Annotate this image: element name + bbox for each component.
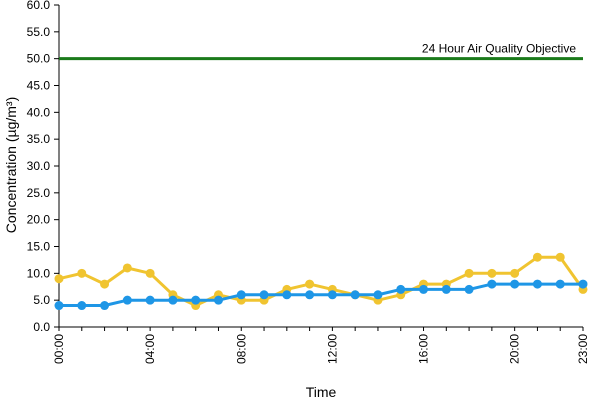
series-group [54, 252, 588, 311]
series-2-point [213, 295, 223, 305]
x-tick-label: 12:00 [325, 334, 339, 364]
y-tick-label: 0.0 [33, 320, 50, 334]
series-2-point [259, 290, 269, 300]
y-tick-label: 50.0 [27, 52, 51, 66]
x-tick-label: 16:00 [417, 334, 431, 364]
series-2-point [487, 279, 497, 289]
series-2-point [168, 295, 178, 305]
series-2-point [145, 295, 155, 305]
series-2-point [100, 301, 110, 311]
x-tick-label: 00:00 [52, 334, 66, 364]
series-1-point [487, 268, 497, 278]
y-tick-label: 10.0 [27, 266, 51, 280]
series-2-point [282, 290, 292, 300]
series-2-point [464, 284, 474, 294]
y-tick-label: 20.0 [27, 213, 51, 227]
series-2-point [532, 279, 542, 289]
series-2-point [419, 284, 429, 294]
series-1-point [532, 252, 542, 262]
objective-line-group: 24 Hour Air Quality Objective [59, 42, 583, 61]
series-1-point [122, 263, 132, 273]
series-2-point [373, 290, 383, 300]
y-tick-label: 25.0 [27, 186, 51, 200]
objective-label: 24 Hour Air Quality Objective [422, 42, 576, 56]
y-tick-label: 15.0 [27, 240, 51, 254]
series-1-point [510, 268, 520, 278]
series-1-point [145, 268, 155, 278]
series-2-point [510, 279, 520, 289]
series-2-point [122, 295, 132, 305]
y-tick-label: 35.0 [27, 132, 51, 146]
y-tick-label: 5.0 [33, 293, 50, 307]
series-1-point [305, 279, 315, 289]
series-2-point [441, 284, 451, 294]
y-tick-label: 45.0 [27, 79, 51, 93]
series-2-point [54, 301, 64, 311]
series-2-point [578, 279, 588, 289]
series-2-point [327, 290, 337, 300]
y-axis: 0.0 5.0 10.0 15.0 20.0 25.0 30.0 35.0 40.0 45.0 50… [27, 0, 60, 334]
x-tick-label: 04:00 [143, 334, 157, 364]
x-axis-title: Time [306, 384, 337, 400]
series-1-point [77, 268, 87, 278]
y-tick-label: 60.0 [27, 0, 51, 12]
series-2-point [77, 301, 87, 311]
x-tick-label: 08:00 [234, 334, 248, 364]
series-2-point [396, 284, 406, 294]
series-1-point [54, 274, 64, 284]
series-line-1 [58, 255, 585, 307]
series-2-point [350, 290, 360, 300]
series-1-point [100, 279, 110, 289]
series-1-point [464, 268, 474, 278]
series-2-point [555, 279, 565, 289]
series-1-point [555, 252, 565, 262]
y-axis-title: Concentration (µg/m³) [3, 97, 19, 233]
series-2-point [236, 290, 246, 300]
x-axis: 00:00 04:00 08:00 12:00 16:00 20:00 23:00 [52, 326, 590, 364]
x-tick-label: 23:00 [576, 334, 590, 364]
x-tick-label: 20:00 [508, 334, 522, 364]
y-tick-label: 40.0 [27, 105, 51, 119]
y-tick-label: 30.0 [27, 159, 51, 173]
y-tick-label: 55.0 [27, 25, 51, 39]
series-2-point [191, 295, 201, 305]
series-2-point [305, 290, 315, 300]
